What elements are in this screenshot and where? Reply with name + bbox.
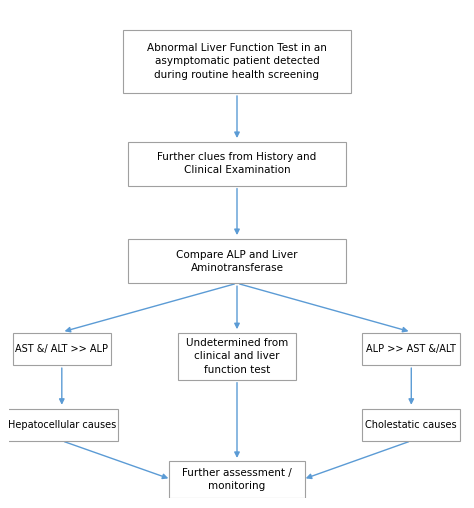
FancyBboxPatch shape [123, 29, 351, 93]
FancyBboxPatch shape [6, 409, 118, 440]
Text: Hepatocellular causes: Hepatocellular causes [8, 420, 116, 430]
Text: AST &/ ALT >> ALP: AST &/ ALT >> ALP [15, 344, 109, 354]
Text: Undetermined from
clinical and liver
function test: Undetermined from clinical and liver fun… [186, 338, 288, 374]
FancyBboxPatch shape [128, 142, 346, 186]
Text: Cholestatic causes: Cholestatic causes [365, 420, 457, 430]
FancyBboxPatch shape [362, 409, 460, 440]
Text: Further clues from History and
Clinical Examination: Further clues from History and Clinical … [157, 152, 317, 175]
Text: Abnormal Liver Function Test in an
asymptomatic patient detected
during routine : Abnormal Liver Function Test in an asymp… [147, 43, 327, 80]
FancyBboxPatch shape [362, 333, 460, 365]
FancyBboxPatch shape [128, 239, 346, 283]
Text: Compare ALP and Liver
Aminotransferase: Compare ALP and Liver Aminotransferase [176, 250, 298, 273]
FancyBboxPatch shape [13, 333, 111, 365]
Text: Further assessment /
monitoring: Further assessment / monitoring [182, 468, 292, 491]
FancyBboxPatch shape [169, 461, 305, 498]
Text: ALP >> AST &/ALT: ALP >> AST &/ALT [366, 344, 456, 354]
FancyBboxPatch shape [178, 333, 296, 379]
